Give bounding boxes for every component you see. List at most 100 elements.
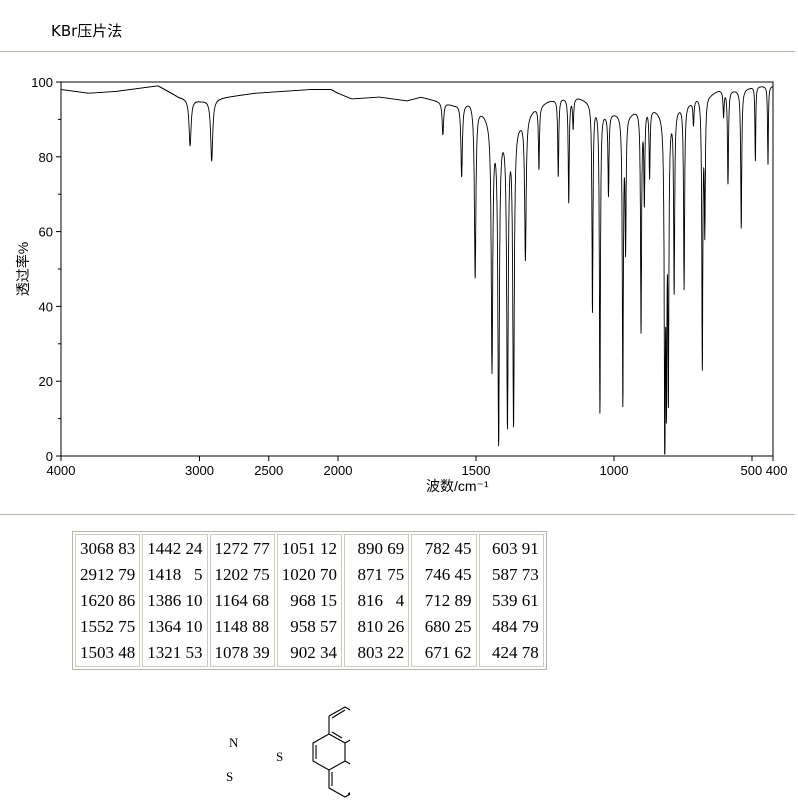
peak-wavenumber: 782: [416, 539, 451, 558]
peak-entry: 1321 53: [147, 640, 202, 666]
spectrum-curve: [61, 85, 774, 455]
peak-column: 782 45 746 45 712 89 680 25 671 62: [411, 534, 477, 667]
peak-entry: 1078 39: [215, 640, 270, 666]
y-tick-label: 0: [46, 449, 53, 464]
peak-entry: 1164 68: [215, 588, 270, 614]
bond: [328, 706, 350, 744]
peak-wavenumber: 816: [349, 591, 384, 610]
x-tick-label: 1000: [600, 463, 629, 478]
peak-transmittance: 48: [118, 643, 136, 662]
peak-wavenumber: 1418: [147, 565, 182, 584]
peak-transmittance: 79: [521, 617, 539, 636]
peak-entry: 1272 77: [215, 536, 270, 562]
x-tick-label: 3000: [185, 463, 214, 478]
peak-transmittance: 89: [454, 591, 472, 610]
peak-entry: 671 62: [416, 640, 472, 666]
peak-entry: 1148 88: [215, 614, 270, 640]
peak-entry: 1418 5: [147, 562, 202, 588]
peak-entry: 1202 75: [215, 562, 270, 588]
x-axis-label: 波数/cm⁻¹: [426, 478, 489, 494]
bond: [347, 792, 350, 795]
peak-entry: 1620 86: [80, 588, 135, 614]
x-tick-label: 1500: [462, 463, 491, 478]
peak-transmittance: 70: [320, 565, 337, 584]
peak-wavenumber: 424: [483, 643, 518, 662]
peak-wavenumber: 1272: [214, 539, 249, 558]
y-tick-label: 100: [31, 75, 53, 90]
peak-transmittance: 26: [387, 617, 405, 636]
peak-wavenumber: 1078: [214, 643, 249, 662]
peak-wavenumber: 484: [483, 617, 518, 636]
peak-wavenumber: 1164: [214, 591, 248, 610]
peak-wavenumber: 712: [416, 591, 451, 610]
peak-transmittance: 45: [454, 539, 472, 558]
peak-entry: 782 45: [416, 536, 472, 562]
peak-transmittance: 83: [118, 539, 136, 558]
peak-entry: 603 91: [484, 536, 539, 562]
peak-wavenumber: 968: [281, 591, 316, 610]
peak-transmittance: 78: [521, 643, 539, 662]
peak-entry: 816 4: [349, 588, 405, 614]
peak-transmittance: 68: [252, 591, 270, 610]
peak-transmittance: 91: [521, 539, 539, 558]
peak-transmittance: 57: [320, 617, 337, 636]
bond: [328, 760, 350, 798]
peak-entry: 1386 10: [147, 588, 202, 614]
peak-transmittance: 25: [454, 617, 472, 636]
peak-wavenumber: 746: [416, 565, 451, 584]
peak-wavenumber: 1020: [281, 565, 316, 584]
peak-transmittance: 75: [118, 617, 136, 636]
peak-entry: 1503 48: [80, 640, 135, 666]
peak-wavenumber: 1386: [147, 591, 182, 610]
top-divider: [0, 51, 795, 52]
peak-entry: 871 75: [349, 562, 405, 588]
peak-wavenumber: 587: [483, 565, 518, 584]
peak-column: 1051 12 1020 70 968 15 958 57 902 34: [276, 534, 342, 667]
y-tick-label: 80: [39, 150, 53, 165]
peak-column: 1442 24 1418 5 1386 10 1364 10 1321 53: [142, 534, 208, 667]
peak-column: 3068 83 2912 79 1620 86 1552 75 1503 48: [75, 534, 141, 667]
middle-divider: [0, 514, 795, 515]
peak-column: 890 69 871 75 816 4 810 26 803 22: [344, 534, 410, 667]
peak-transmittance: 10: [185, 591, 203, 610]
atom-s-ring: S: [226, 769, 233, 784]
x-tick-label: 500 400: [741, 463, 788, 478]
peak-wavenumber: 1148: [214, 617, 248, 636]
peak-wavenumber: 671: [416, 643, 451, 662]
peak-wavenumber: 1552: [80, 617, 114, 636]
peak-entry: 1442 24: [147, 536, 202, 562]
peak-wavenumber: 2912: [80, 565, 114, 584]
peak-transmittance: 34: [320, 643, 337, 662]
x-tick-label: 2000: [324, 463, 353, 478]
peak-entry: 958 57: [282, 614, 337, 640]
peak-transmittance: 5: [185, 565, 203, 584]
peak-wavenumber: 1620: [80, 591, 114, 610]
peak-transmittance: 45: [454, 565, 472, 584]
peak-entry: 1020 70: [282, 562, 337, 588]
peak-transmittance: 73: [521, 565, 539, 584]
peak-wavenumber: 1051: [281, 539, 316, 558]
method-title: KBr压片法: [51, 22, 123, 40]
peak-wavenumber: 1364: [147, 617, 182, 636]
peak-column: 1272 77 1202 75 1164 68 1148 88 1078 39: [209, 534, 275, 667]
peak-wavenumber: 810: [349, 617, 384, 636]
peak-transmittance: 75: [252, 565, 270, 584]
y-tick-label: 60: [39, 225, 53, 240]
peak-wavenumber: 871: [349, 565, 384, 584]
peak-entry: 902 34: [282, 640, 337, 666]
peak-entry: 484 79: [484, 614, 539, 640]
peak-entry: 1051 12: [282, 536, 337, 562]
peak-transmittance: 24: [185, 539, 203, 558]
peak-wavenumber: 803: [349, 643, 384, 662]
peak-transmittance: 86: [118, 591, 136, 610]
peak-transmittance: 69: [387, 539, 405, 558]
peak-transmittance: 61: [521, 591, 539, 610]
x-tick-label: 2500: [254, 463, 283, 478]
peak-transmittance: 10: [185, 617, 203, 636]
bond: [331, 709, 346, 719]
peak-wavenumber: 958: [281, 617, 316, 636]
peak-entry: 587 73: [484, 562, 539, 588]
bond: [312, 733, 346, 771]
peak-entry: 746 45: [416, 562, 472, 588]
